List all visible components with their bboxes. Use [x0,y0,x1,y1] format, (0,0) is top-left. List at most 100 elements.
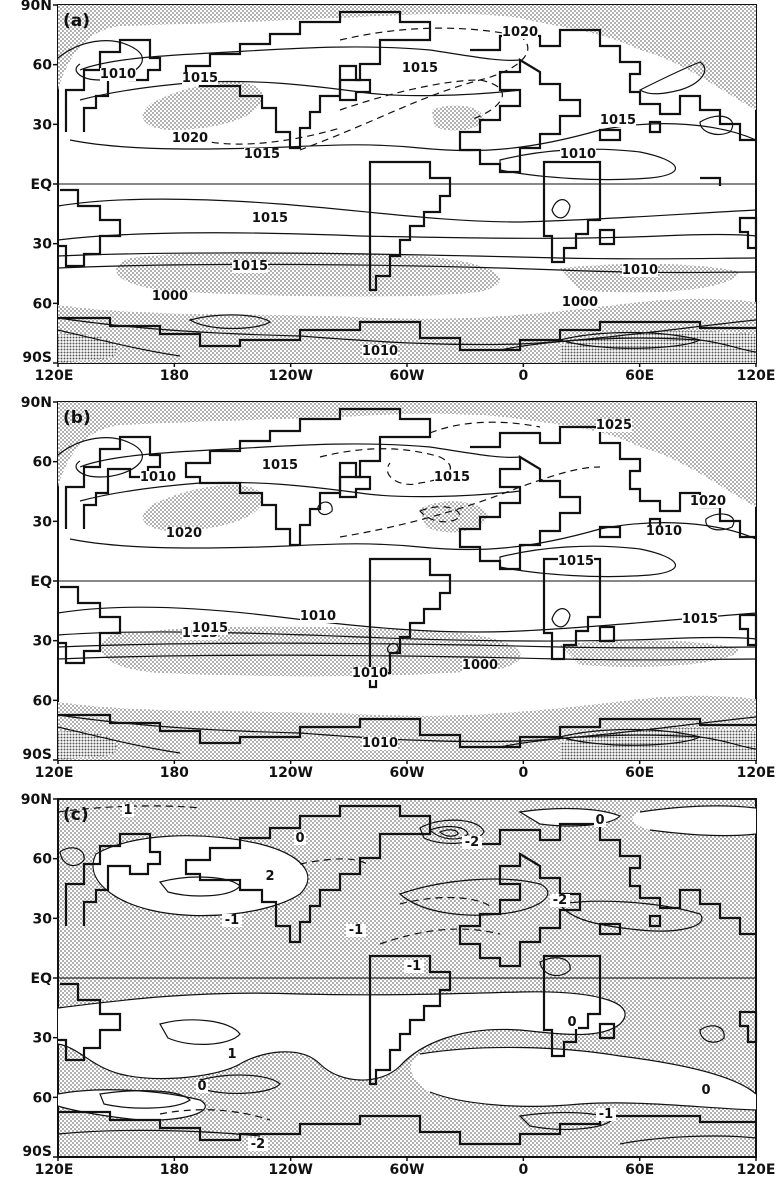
panel-c: 1 0 0 2 -2 -1 -2 -1 -1 0 1 0 0 -1 -2 (c) [57,798,758,1158]
coastlines-a [58,10,758,352]
contour-label: -2 [553,893,567,908]
contour-label: -1 [599,1107,613,1122]
contour-label: 1010 [300,609,336,624]
x-tick-label: 180 [160,368,189,384]
contour-label-bg [248,1138,268,1151]
contour-labels-c: 1 0 0 2 -2 -1 -2 -1 -1 0 1 0 0 -1 -2 [122,803,712,1152]
contour-label-bg [264,870,276,883]
contour-label: 1000 [562,295,598,310]
x-tick-label: 60E [625,1162,654,1178]
x-tick-label: 120E [737,765,776,781]
contour-label-bg [252,212,288,225]
panel-b: 1025 1010 1015 1015 1020 1020 1010 1015 1010 1015… [57,401,758,761]
y-tick-label: 90S [22,350,52,366]
contour-label: 1010 [646,524,682,539]
x-tick-label: 120E [35,765,74,781]
panel-a: 1020 1010 1015 1015 1015 1020 1015 1010 1015 1015… [57,4,758,364]
panel-a-label: (a) [63,11,90,31]
y-tick-label: EQ [31,971,53,987]
contour-label-bg [502,26,538,39]
contour-label: 1010 [100,67,136,82]
x-tick-label: 0 [518,1162,528,1178]
y-tick-label: 30 [33,237,53,253]
contour-label-bg [262,459,298,472]
y-tick-label: 90N [21,0,52,14]
high-1020-pacific [142,484,263,531]
x-tick-label: 60W [390,765,425,781]
y-tick-label: 30 [33,634,53,650]
high-1020-atlantic [432,105,484,131]
contour-label-bg [700,1084,712,1097]
x-tick-label: 120W [268,1162,313,1178]
contour-label: 1010 [362,736,398,751]
contour-label: -1 [349,923,363,938]
contour-label-bg [362,737,398,750]
x-tick-label: 0 [518,368,528,384]
contour-label-bg [222,914,242,927]
x-tick-label: 120E [737,368,776,384]
contour-label: 1010 [140,470,176,485]
y-tick-label: 90N [21,792,52,808]
contour-label-bg [152,290,188,303]
x-tick-label: 180 [160,1162,189,1178]
antarctic-low-left [58,334,117,363]
contour-label-bg [362,345,398,358]
contour-label: 1020 [172,131,208,146]
contour-label: 1020 [690,494,726,509]
contour-label-bg [346,924,366,937]
y-tick-label: 90S [22,747,52,763]
contour-label-bg [404,960,424,973]
high-pressure-north [58,402,756,507]
y-tick-label: 90S [22,1144,52,1160]
isobars-b [57,437,757,754]
contour-label-bg [300,610,336,623]
contour-label-bg [558,555,594,568]
contour-label: 1010 [362,344,398,359]
contour-label: 1020 [166,526,202,541]
contour-labels-b: 1025 1010 1015 1015 1020 1020 1010 1015 1010 1015… [140,418,726,751]
high-1020-pacific [142,82,263,130]
contour-label-bg [600,114,636,127]
contour-label: -2 [465,835,479,850]
contour-label-bg [690,495,726,508]
y-tick-label: 60 [33,852,53,868]
panel-c-label: (c) [63,805,89,825]
x-tick-label: 120E [35,368,74,384]
anomaly-contours [57,805,757,1145]
contour-label: 0 [595,813,604,828]
y-tick-label: 30 [33,514,53,530]
x-tick-label: 120E [737,1162,776,1178]
contour-label: 1015 [262,458,298,473]
contour-label: 0 [567,1015,576,1030]
dashed-isobars-b [319,421,601,538]
x-tick-label: 60W [390,368,425,384]
y-tick-label: 60 [33,296,53,312]
high-pressure-north [58,5,756,110]
x-tick-label: 120W [268,368,313,384]
contour-label-bg [294,832,306,845]
x-tick-label: 120W [268,765,313,781]
contour-label: 1015 [402,61,438,76]
positive-anomaly-regions [58,805,756,1121]
contour-label-bg [172,132,208,145]
x-tick-label: 0 [518,765,528,781]
contour-label-bg [682,613,718,626]
x-tick-label: 120E [35,1162,74,1178]
isobars-a [57,40,757,357]
contour-label: 1015 [600,113,636,128]
contour-label-bg [192,622,228,635]
contour-label-bg [622,264,658,277]
contour-label-bg [232,260,268,273]
contour-label: 1015 [232,259,268,274]
contour-label-bg [594,814,606,827]
contour-labels-a: 1020 1010 1015 1015 1015 1020 1015 1010 1015 1015… [100,25,658,359]
contour-label: 1015 [252,211,288,226]
contour-label-bg [562,296,598,309]
y-tick-label: 30 [33,911,53,927]
low-1000-band [100,626,521,677]
contour-label-bg [596,419,632,432]
contour-label: 1015 [558,554,594,569]
contour-label: 1 [123,803,132,818]
contour-label: 1015 [192,621,228,636]
contour-label: 1010 [622,263,658,278]
